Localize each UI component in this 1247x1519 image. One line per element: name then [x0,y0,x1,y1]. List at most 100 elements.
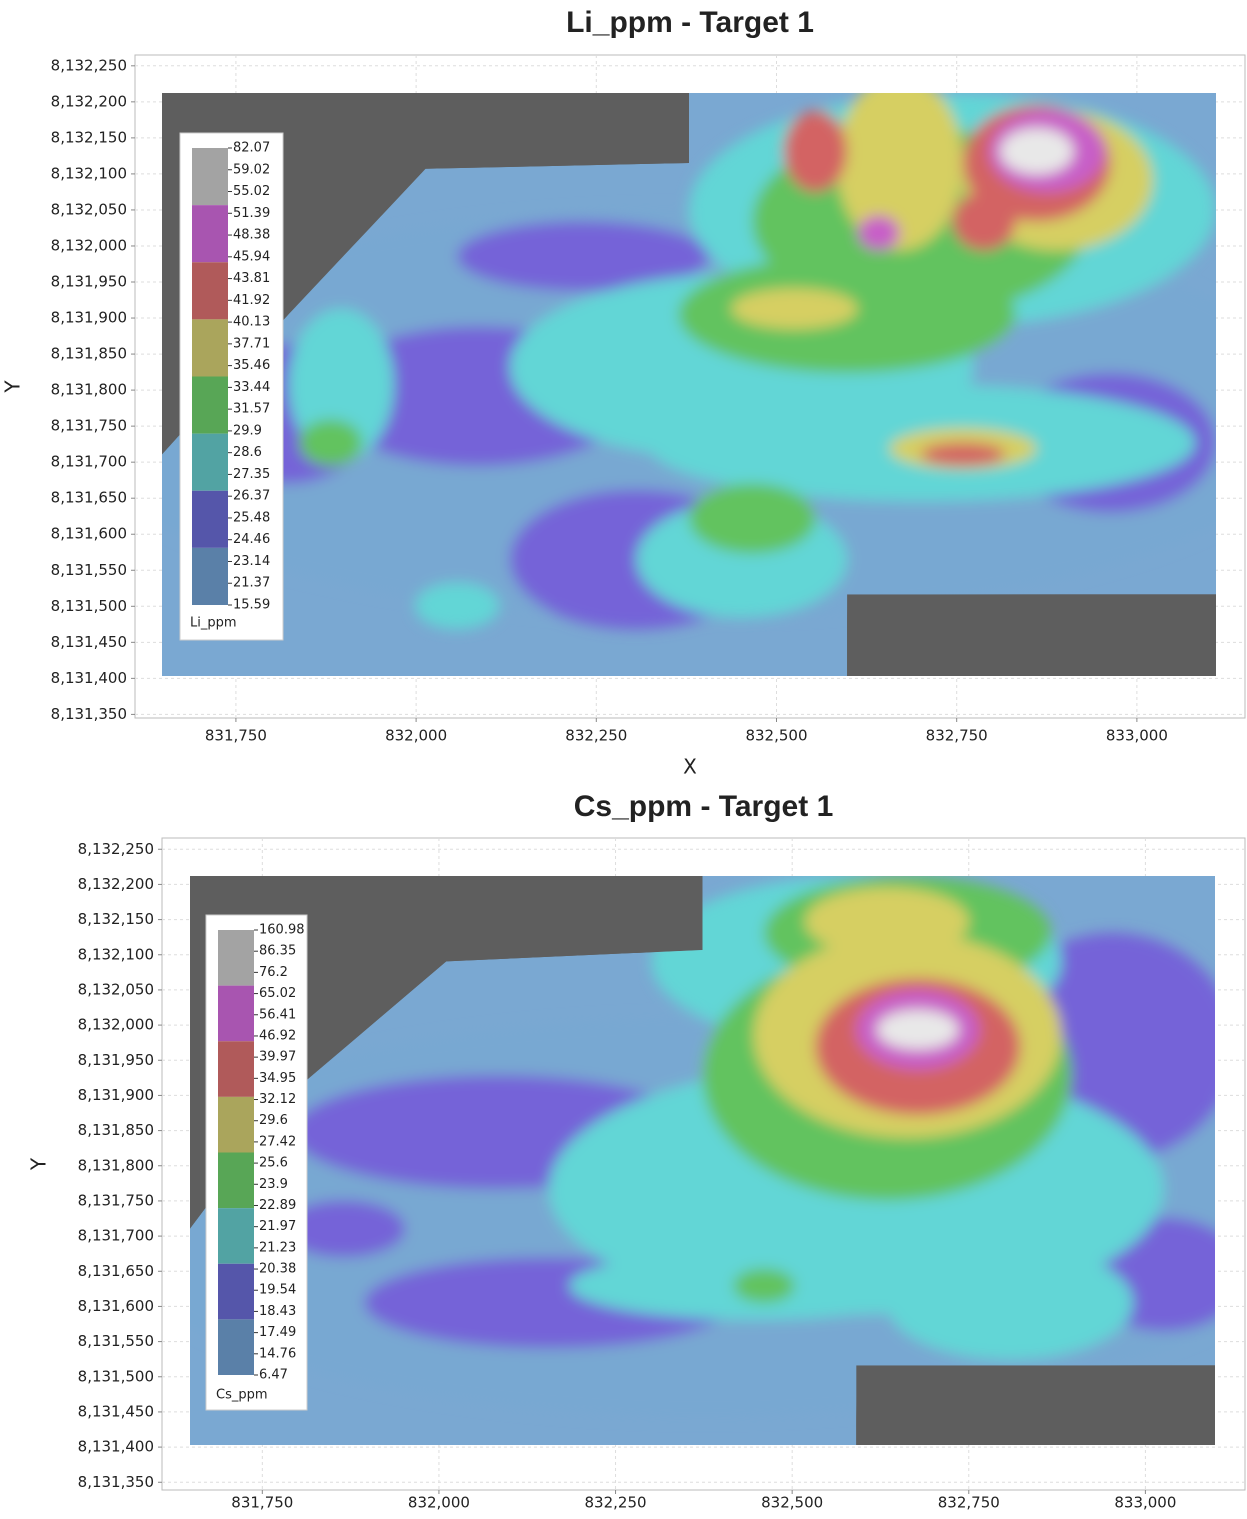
x-tick-label: 833,000 [1114,1494,1176,1512]
surface-blob [299,419,362,466]
x-tick-label: 831,750 [205,727,267,745]
y-tick-label: 8,131,750 [78,1191,154,1209]
surface-blob [415,583,499,630]
legend-label: 27.35 [233,467,270,482]
legend-label: 29.6 [259,1113,288,1128]
y-tick-label: 8,131,500 [51,597,127,615]
x-tick-label: 832,000 [408,1494,470,1512]
legend-label: 25.6 [259,1156,288,1171]
legend-label: 27.42 [259,1134,296,1149]
legend-band [218,1041,254,1097]
x-tick-label: 833,000 [1106,727,1168,745]
legend-band [218,1208,254,1264]
surface-blob [858,215,900,250]
x-tick-label: 832,750 [938,1494,1000,1512]
surface-blob [784,110,847,192]
legend-label: 35.46 [233,358,270,373]
y-tick-label: 8,132,050 [51,200,127,218]
legend-label: 160.98 [259,923,305,938]
y-tick-label: 8,132,000 [51,236,127,254]
legend-label: 23.9 [259,1177,288,1192]
legend-title: Cs_ppm [216,1388,268,1403]
legend-band [192,548,228,605]
surface-blob [731,288,857,329]
y-tick-label: 8,131,750 [51,417,127,435]
legend-band [192,205,228,262]
surface-blob [921,443,1005,466]
legend-band [192,148,228,205]
legend-label: 33.44 [233,380,270,395]
legend-label: 43.81 [233,271,270,286]
y-tick-label: 8,131,650 [78,1262,154,1280]
x-tick-label: 832,250 [565,727,627,745]
y-tick-label: 8,132,000 [78,1016,154,1034]
y-axis-label: Y [27,1157,51,1171]
y-tick-label: 8,131,350 [78,1473,154,1491]
legend-label: 86.35 [259,944,296,959]
legend-band [218,1319,254,1375]
surface-blob [837,76,963,251]
legend-label: 56.41 [259,1007,296,1022]
y-tick-label: 8,131,850 [78,1121,154,1139]
y-tick-label: 8,131,400 [78,1438,154,1456]
legend-label: 65.02 [259,986,296,1001]
y-tick-label: 8,131,400 [51,669,127,687]
y-tick-label: 8,132,100 [78,945,154,963]
y-tick-label: 8,131,700 [51,453,127,471]
legend-label: 76.2 [259,965,288,980]
x-axis-label: X [683,755,697,779]
y-tick-label: 8,131,900 [78,1086,154,1104]
legend-label: 45.94 [233,249,270,264]
y-tick-label: 8,132,250 [51,56,127,74]
legend-label: 6.47 [259,1368,288,1383]
surface-blob [689,484,815,554]
y-tick-label: 8,131,800 [51,381,127,399]
legend-label: 21.97 [259,1219,296,1234]
y-tick-label: 8,131,650 [51,489,127,507]
y-tick-label: 8,131,950 [51,273,127,291]
y-tick-label: 8,131,850 [51,345,127,363]
legend-band [218,1097,254,1153]
x-tick-label: 832,500 [745,727,807,745]
x-tick-label: 832,000 [385,727,447,745]
legend-label: 51.39 [233,206,270,221]
legend-label: 26.37 [233,489,270,504]
legend-label: 55.02 [233,184,270,199]
legend-band [192,377,228,434]
legend-label: 34.95 [259,1071,296,1086]
chart-title: Li_ppm - Target 1 [566,6,814,39]
y-tick-label: 8,132,200 [51,92,127,110]
legend-label: 18.43 [259,1304,296,1319]
surface-blob [877,1010,959,1050]
legend-band [218,986,254,1042]
y-tick-label: 8,131,550 [78,1332,154,1350]
legend-label: 21.37 [233,576,270,591]
y-tick-label: 8,131,500 [78,1367,154,1385]
legend-label: 59.02 [233,162,270,177]
legend-band [218,1153,254,1209]
legend-label: 31.57 [233,402,270,417]
y-tick-label: 8,132,250 [78,840,154,858]
legend-label: 20.38 [259,1262,296,1277]
legend-label: 17.49 [259,1325,296,1340]
legend-label: 28.6 [233,445,262,460]
x-tick-label: 831,750 [231,1494,293,1512]
y-tick-label: 8,131,900 [51,309,127,327]
y-tick-label: 8,131,450 [51,633,127,651]
y-tick-label: 8,132,150 [78,910,154,928]
y-tick-label: 8,131,600 [78,1297,154,1315]
y-axis-label: Y [1,380,25,394]
legend-label: 41.92 [233,293,270,308]
y-tick-label: 8,132,200 [78,875,154,893]
legend-label: 82.07 [233,141,270,156]
legend-label: 19.54 [259,1283,296,1298]
legend-label: 39.97 [259,1050,296,1065]
legend-label: 29.9 [233,423,262,438]
y-tick-label: 8,131,600 [51,525,127,543]
legend-title: Li_ppm [190,616,237,631]
y-tick-label: 8,132,100 [51,164,127,182]
x-tick-label: 832,750 [926,727,988,745]
legend-label: 25.48 [233,510,270,525]
legend-label: 48.38 [233,228,270,243]
chart-title: Cs_ppm - Target 1 [574,790,834,823]
